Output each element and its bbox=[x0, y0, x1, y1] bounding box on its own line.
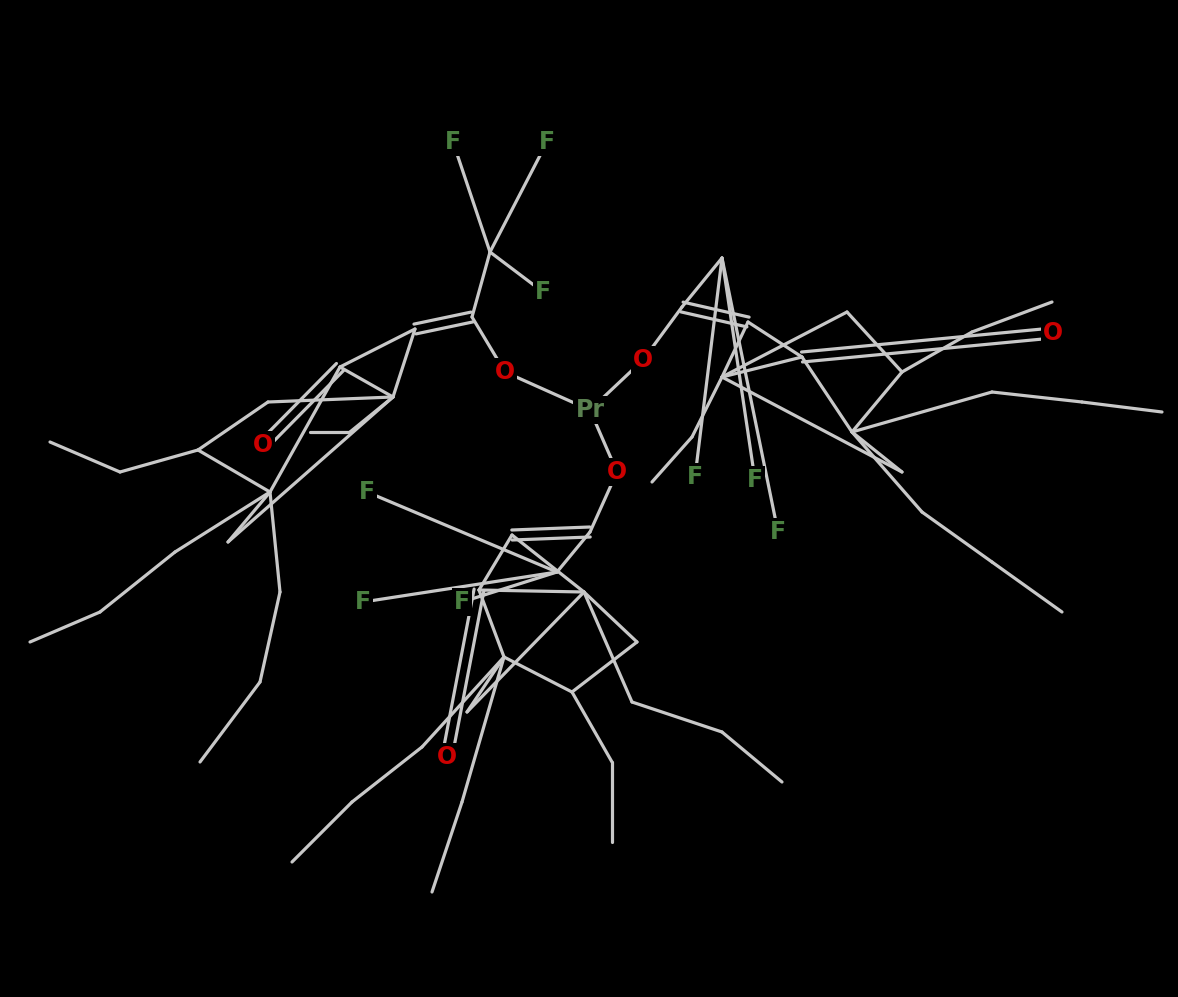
Text: F: F bbox=[359, 480, 375, 504]
Text: O: O bbox=[495, 360, 515, 384]
Text: F: F bbox=[355, 590, 371, 614]
Text: Pr: Pr bbox=[576, 398, 604, 422]
Text: O: O bbox=[607, 460, 627, 484]
Text: F: F bbox=[770, 520, 786, 544]
Text: F: F bbox=[540, 130, 555, 154]
Text: F: F bbox=[535, 280, 551, 304]
Text: F: F bbox=[454, 590, 470, 614]
Text: O: O bbox=[253, 433, 273, 457]
Text: O: O bbox=[437, 745, 457, 769]
Text: F: F bbox=[747, 468, 763, 492]
Text: F: F bbox=[687, 465, 703, 489]
Text: O: O bbox=[633, 348, 653, 372]
Text: F: F bbox=[445, 130, 461, 154]
Text: O: O bbox=[1043, 321, 1063, 345]
